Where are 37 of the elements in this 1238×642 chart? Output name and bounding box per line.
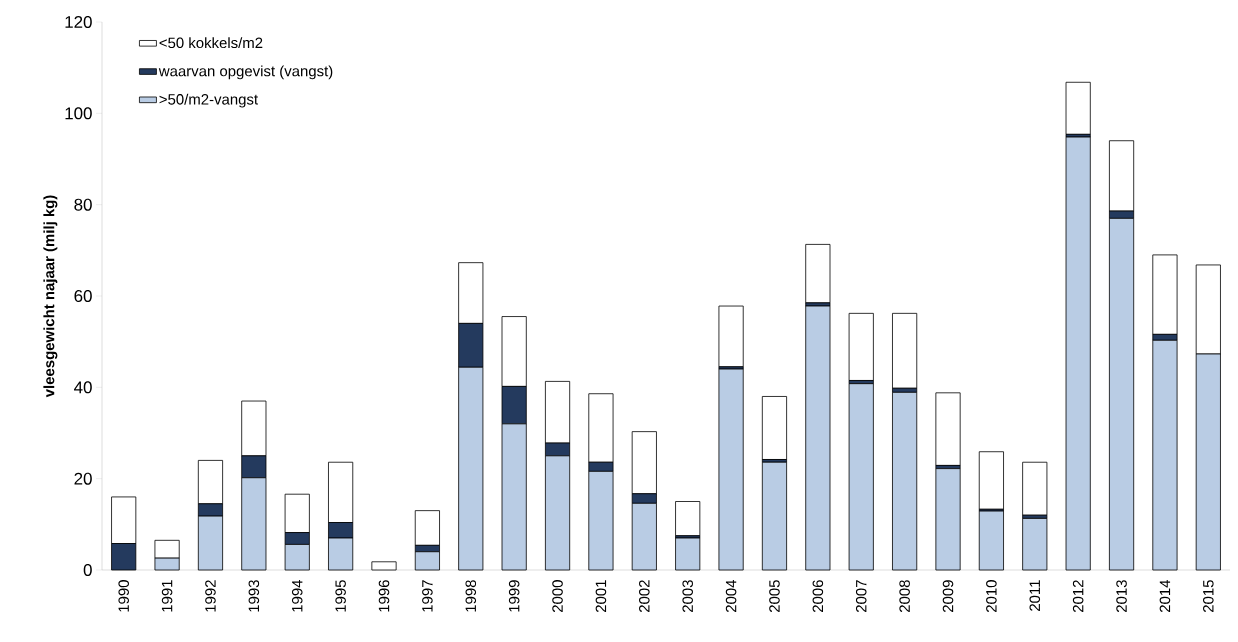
x-tick-label: 1999 [508,580,520,612]
y-tick-label: 60 [74,290,92,302]
legend-label: <50 kokkels/m2 [159,37,263,49]
x-tick-label: 2007 [855,580,867,613]
y-tick-label: 100 [65,107,92,120]
x-tick-label: 2015 [1203,580,1214,613]
legend-label: waarvan opgevist (vangst) [158,65,333,80]
y-tick-label: 0 [83,564,92,576]
x-tick-label: 1997 [422,580,433,612]
x-tick-label: 2008 [899,580,910,613]
x-tick-label: 2003 [682,580,693,613]
x-tick-label: 2005 [769,580,780,613]
legend-label: >50/m2-vangst [159,93,258,108]
y-tick-label: 20 [74,472,92,485]
x-tick-label: 2009 [942,580,954,613]
x-tick-label: 2000 [552,580,563,613]
x-tick-label: 2011 [1029,580,1041,611]
x-tick-label: 1991 [161,580,173,612]
x-tick-label: 2010 [986,580,997,613]
y-tick-label: 80 [74,198,92,211]
x-tick-label: 1990 [118,580,129,612]
x-tick-label: 2006 [812,580,824,613]
x-tick-label: 2002 [639,580,650,613]
x-tick-label: 1996 [378,580,390,612]
x-tick-label: 2013 [1116,580,1127,613]
x-tick-label: 1994 [291,579,303,612]
y-tick-label: 40 [74,381,92,394]
x-tick-label: 1995 [335,580,346,612]
x-tick-label: 2004 [725,579,737,613]
x-tick-label: 1993 [248,580,260,612]
y-axis-title: vleesgewicht najaar (milj kg) [43,195,58,398]
x-tick-label: 1992 [205,580,216,612]
y-tick-label: 120 [65,16,92,28]
x-tick-label: 1998 [465,580,477,612]
x-tick-label: 2001 [595,580,607,613]
x-tick-label: 2012 [1072,580,1084,613]
x-tick-label: 2014 [1159,579,1171,613]
